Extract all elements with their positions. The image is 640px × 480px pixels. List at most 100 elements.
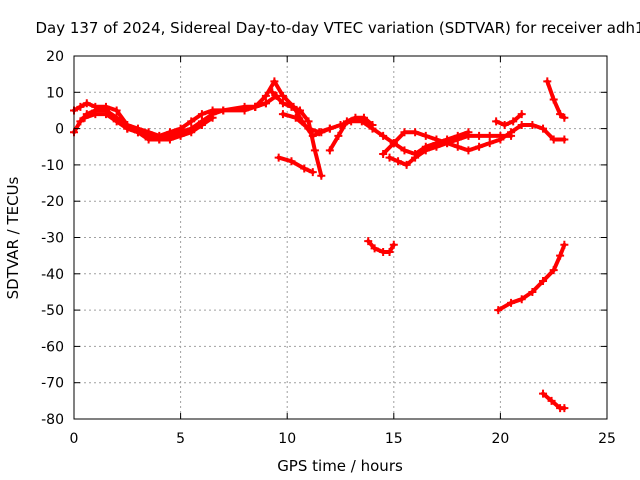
- data-point: [494, 306, 503, 315]
- data-point: [389, 139, 398, 148]
- data-point: [325, 124, 334, 133]
- data-point: [261, 99, 270, 108]
- data-point: [310, 146, 319, 155]
- data-point: [485, 131, 494, 140]
- data-point: [123, 124, 132, 133]
- data-point: [76, 102, 85, 111]
- data-point: [165, 135, 174, 144]
- data-point: [219, 106, 228, 115]
- y-tick-label: 10: [46, 85, 64, 101]
- data-point: [411, 128, 420, 137]
- y-tick-label: 20: [46, 49, 64, 65]
- data-point: [560, 113, 569, 122]
- data-point: [385, 248, 394, 257]
- data-point: [517, 295, 526, 304]
- data-point: [411, 153, 420, 162]
- data-point: [251, 102, 260, 111]
- data-point: [560, 404, 569, 413]
- data-point: [528, 287, 537, 296]
- x-axis-label: GPS time / hours: [277, 457, 403, 475]
- data-point: [400, 146, 409, 155]
- data-point: [342, 117, 351, 126]
- x-tick-label: 0: [70, 431, 79, 447]
- x-tick-label: 10: [278, 431, 296, 447]
- data-point: [278, 99, 287, 108]
- data-point: [76, 117, 85, 126]
- data-point: [334, 131, 343, 140]
- data-point: [240, 106, 249, 115]
- data-point: [268, 88, 277, 97]
- x-tick-label: 25: [598, 431, 616, 447]
- data-point: [308, 168, 317, 177]
- data-point: [317, 171, 326, 180]
- y-tick-label: 0: [55, 122, 64, 138]
- data-point: [80, 113, 89, 122]
- y-tick-label: -20: [41, 194, 64, 210]
- data-point: [295, 106, 304, 115]
- series-arc-14: [496, 242, 567, 313]
- data-point: [453, 142, 462, 151]
- data-point: [464, 146, 473, 155]
- y-tick-label: -30: [41, 231, 64, 247]
- series-arc-7: [327, 115, 375, 153]
- data-point: [485, 139, 494, 148]
- data-point: [155, 135, 164, 144]
- x-tick-label: 5: [176, 431, 185, 447]
- data-point: [278, 91, 287, 100]
- data-point: [144, 135, 153, 144]
- data-point: [300, 164, 309, 173]
- data-point: [291, 113, 300, 122]
- data-point: [385, 153, 394, 162]
- data-point: [261, 91, 270, 100]
- data-point: [443, 139, 452, 148]
- data-point: [364, 237, 373, 246]
- data-point: [394, 157, 403, 166]
- data-point: [197, 110, 206, 119]
- data-series: [70, 77, 569, 413]
- y-tick-label: -50: [41, 303, 64, 319]
- series-arc-13: [545, 79, 567, 120]
- data-point: [432, 135, 441, 144]
- data-point: [379, 131, 388, 140]
- data-point: [507, 131, 516, 140]
- x-tick-label: 15: [385, 431, 403, 447]
- data-point: [359, 113, 368, 122]
- data-point: [560, 135, 569, 144]
- data-point: [176, 131, 185, 140]
- data-point: [274, 153, 283, 162]
- data-point: [270, 77, 279, 86]
- data-point: [402, 160, 411, 169]
- data-point: [432, 142, 441, 151]
- y-tick-label: -40: [41, 267, 64, 283]
- data-point: [197, 120, 206, 129]
- data-point: [517, 120, 526, 129]
- data-point: [475, 131, 484, 140]
- chart-title: Day 137 of 2024, Sidereal Day-to-day VTE…: [35, 19, 640, 37]
- grid: [74, 56, 607, 419]
- data-point: [507, 298, 516, 307]
- data-point: [133, 128, 142, 137]
- data-point: [475, 142, 484, 151]
- data-point: [91, 110, 100, 119]
- data-point: [325, 146, 334, 155]
- data-point: [208, 113, 217, 122]
- data-point: [101, 110, 110, 119]
- x-tick-label: 20: [491, 431, 509, 447]
- data-point: [187, 128, 196, 137]
- data-point: [389, 240, 398, 249]
- data-point: [82, 99, 91, 108]
- data-point: [464, 131, 473, 140]
- data-point: [556, 251, 565, 260]
- y-tick-label: -60: [41, 339, 64, 355]
- data-point: [370, 244, 379, 253]
- data-point: [379, 150, 388, 159]
- data-point: [549, 135, 558, 144]
- data-point: [287, 102, 296, 111]
- series-arc-10: [494, 112, 524, 127]
- data-point: [539, 389, 548, 398]
- data-point: [549, 266, 558, 275]
- data-point: [517, 110, 526, 119]
- data-point: [400, 128, 409, 137]
- axis-ticks: 0 5 10 15 20 25 20 10 0 -10 -20 -30 -40 -50 -60 -70 -80: [41, 49, 616, 447]
